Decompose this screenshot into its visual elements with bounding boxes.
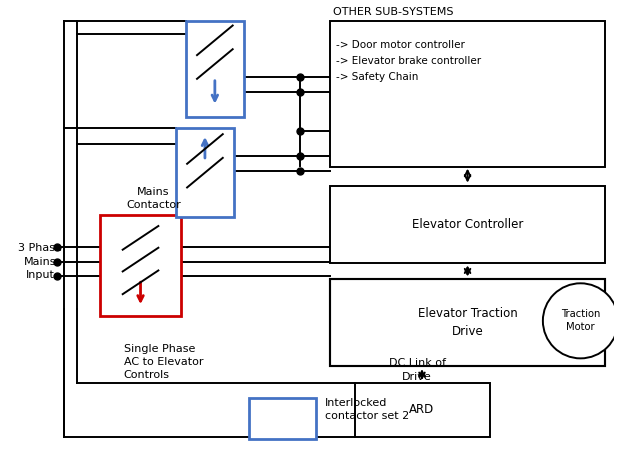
Text: DC Link of
Drive: DC Link of Drive [389,358,445,381]
Bar [355,383,491,438]
Bar [186,20,244,117]
Text: Elevator Traction
Drive: Elevator Traction Drive [418,307,518,338]
Text: Interlocked
contactor set 2: Interlocked contactor set 2 [325,398,409,421]
Bar [176,128,234,217]
Text: Single Phase
AC to Elevator
Controls: Single Phase AC to Elevator Controls [123,343,203,380]
Bar [330,20,605,167]
Text: Mains
Contactor: Mains Contactor [126,187,181,210]
Text: 3 Phase
Mains
Input: 3 Phase Mains Input [19,243,62,280]
Bar [249,398,316,439]
Text: OTHER SUB-SYSTEMS: OTHER SUB-SYSTEMS [333,7,453,17]
Circle shape [543,283,617,358]
Text: Elevator Controller: Elevator Controller [412,217,523,231]
Bar [100,215,181,316]
Bar [330,280,605,366]
Text: ARD: ARD [409,403,434,416]
Text: -> Door motor controller
-> Elevator brake controller
-> Safety Chain: -> Door motor controller -> Elevator bra… [336,40,481,82]
Text: Traction
Motor: Traction Motor [561,309,600,333]
Bar [330,186,605,263]
